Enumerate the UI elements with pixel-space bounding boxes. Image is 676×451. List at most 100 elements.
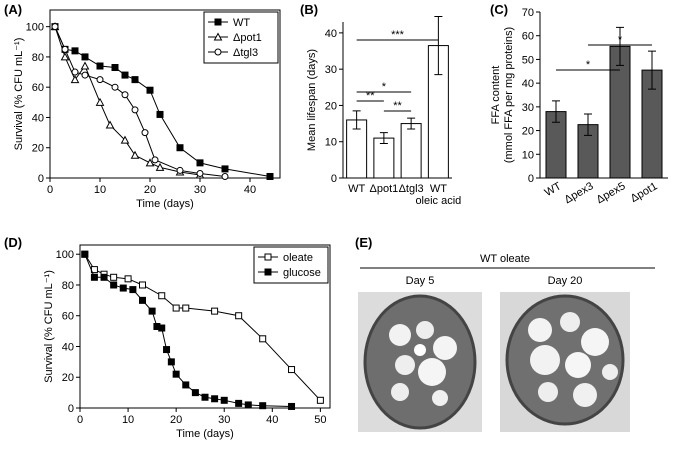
x-tick-label: 40 <box>266 414 278 426</box>
marker <box>130 150 140 159</box>
marker <box>145 158 155 167</box>
marker <box>259 335 267 343</box>
marker <box>288 402 296 410</box>
error-bar <box>616 26 624 66</box>
marker <box>151 156 159 164</box>
y-tick-label: 20 <box>522 126 534 138</box>
image-label: Day 5 <box>406 275 435 287</box>
marker <box>235 312 243 320</box>
chart: (C) 0 10 20 30 40 50 60 70 FFA content (mmol FFA p… <box>490 2 668 206</box>
significance-label: *** <box>391 29 405 41</box>
series-line <box>54 26 226 177</box>
marker <box>156 110 164 118</box>
marker <box>71 68 79 76</box>
x-tick-label: Δpex5 <box>594 180 627 206</box>
marker <box>176 166 184 174</box>
y-tick-label: 40 <box>32 112 44 124</box>
y-tick-label: 60 <box>62 311 74 323</box>
marker <box>111 83 119 91</box>
marker <box>105 120 115 129</box>
series-line <box>84 254 292 407</box>
y-tick-label: 20 <box>62 372 74 384</box>
x-tick-label: WT <box>543 180 564 199</box>
y-axis-label: Survival (% CFU mL⁻¹) <box>13 38 25 151</box>
y-tick-label: 30 <box>325 64 337 76</box>
x-tick-label: WT <box>348 183 365 195</box>
x-tick-label: 0 <box>77 414 83 426</box>
image-label: Day 20 <box>548 275 583 287</box>
marker <box>264 253 272 261</box>
x-tick-label: Δpot1 <box>629 180 660 205</box>
y-tick-label: 40 <box>522 78 534 90</box>
significance-label: * <box>382 81 387 93</box>
error-bar <box>352 110 361 130</box>
legend-label: Δtgl3 <box>233 47 258 59</box>
marker <box>266 172 274 180</box>
legend: oleate glucose <box>253 246 329 284</box>
marker <box>141 129 149 137</box>
y-tick-label: 40 <box>62 341 74 353</box>
marker <box>221 172 229 180</box>
legend-label: oleate <box>283 252 313 264</box>
marker <box>96 76 104 84</box>
x-tick-label: 30 <box>194 184 206 196</box>
micrograph <box>500 292 630 432</box>
marker <box>182 381 190 389</box>
x-tick-label: Δtgl3 <box>399 183 424 195</box>
y-axis-label: (mmol FFA per mg proteins) <box>503 27 515 163</box>
marker <box>110 281 118 289</box>
marker <box>131 76 139 84</box>
marker <box>316 396 324 404</box>
legend-label: Δpot1 <box>233 32 262 44</box>
y-tick-label: 20 <box>32 143 44 155</box>
marker <box>196 159 204 167</box>
error-bar <box>434 16 443 76</box>
marker <box>211 395 219 403</box>
x-tick-label: 40 <box>244 184 256 196</box>
x-axis-label: Time (days) <box>176 428 234 440</box>
marker <box>163 346 171 354</box>
series-line <box>54 26 201 176</box>
x-tick-label: Δpot1 <box>369 183 398 195</box>
y-tick-label: 80 <box>32 52 44 64</box>
x-tick-label: 20 <box>170 414 182 426</box>
x-tick-label: WT oleic acid <box>415 183 461 207</box>
error-bar <box>648 50 656 90</box>
marker <box>244 401 252 409</box>
error-bar <box>552 100 560 123</box>
marker <box>214 18 222 26</box>
x-tick-label: 10 <box>122 414 134 426</box>
marker <box>100 273 108 281</box>
y-tick-label: 50 <box>522 54 534 66</box>
marker <box>176 144 184 152</box>
error-bar <box>407 117 416 130</box>
marker <box>172 370 180 378</box>
marker <box>131 106 139 114</box>
marker <box>81 71 89 79</box>
x-tick-label: 10 <box>94 184 106 196</box>
marker <box>264 268 272 276</box>
marker <box>110 273 118 281</box>
legend-label: WT <box>233 17 250 29</box>
significance-label: ** <box>366 90 375 102</box>
marker <box>129 286 137 294</box>
marker <box>81 250 89 258</box>
significance-label: ** <box>393 100 402 112</box>
y-tick-label: 40 <box>325 28 337 40</box>
marker <box>51 23 59 31</box>
marker <box>96 62 104 70</box>
marker <box>81 53 89 61</box>
marker <box>124 275 132 283</box>
marker <box>119 284 127 292</box>
marker <box>139 281 146 289</box>
bar <box>400 123 422 179</box>
error-bar <box>379 132 388 145</box>
y-tick-label: 100 <box>26 22 44 34</box>
panel-title: WT oleate <box>480 253 530 265</box>
marker <box>196 169 204 177</box>
marker <box>214 48 222 56</box>
y-tick-label: 0 <box>38 173 44 185</box>
marker <box>155 162 165 171</box>
